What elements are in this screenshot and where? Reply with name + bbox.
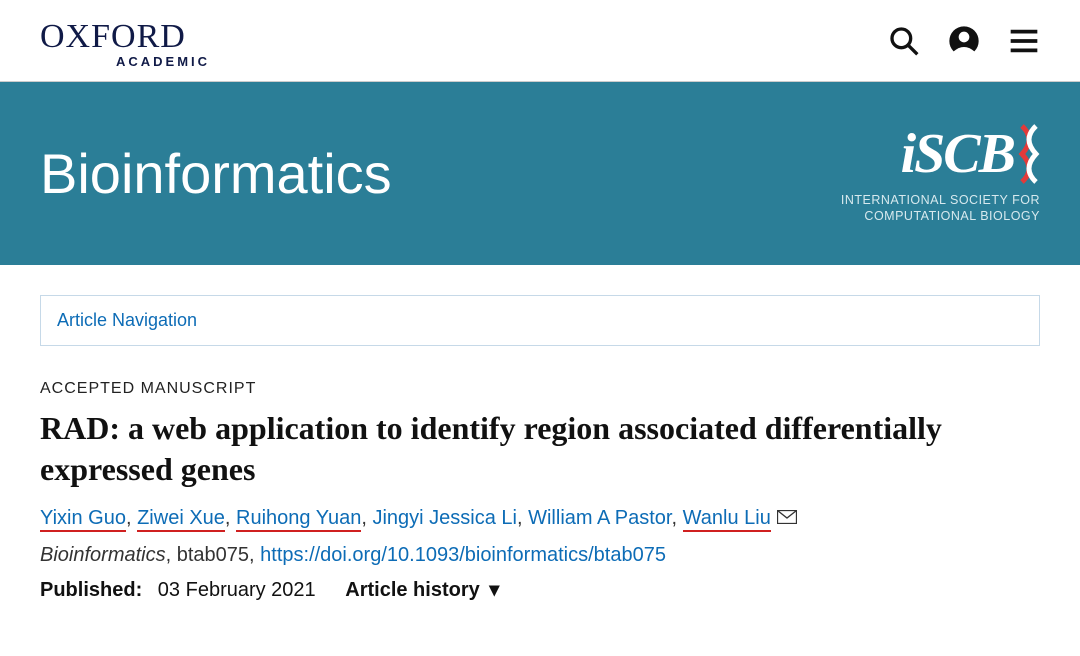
journal-title[interactable]: Bioinformatics (40, 141, 392, 206)
envelope-icon[interactable] (777, 507, 797, 530)
published-date: 03 February 2021 (158, 579, 316, 601)
publication-row: Published: 03 February 2021 Article hist… (40, 577, 1040, 602)
author-link[interactable]: Jingyi Jessica Li (372, 507, 517, 529)
author-list: Yixin Guo, Ziwei Xue, Ruihong Yuan, Jing… (40, 507, 1040, 530)
oxford-logo[interactable]: OXFORD ACADEMIC (40, 18, 210, 69)
society-name: INTERNATIONAL SOCIETY FOR COMPUTATIONAL … (841, 192, 1040, 225)
journal-banner: Bioinformatics iSCB INTERNATIONAL SOCIET… (0, 81, 1080, 265)
iscb-logo-text: iSCB (901, 122, 1014, 186)
search-icon[interactable] (888, 25, 920, 62)
top-bar: OXFORD ACADEMIC (0, 0, 1080, 81)
article-title: RAD: a web application to identify regio… (40, 408, 1040, 491)
doi-link[interactable]: https://doi.org/10.1093/bioinformatics/b… (260, 544, 666, 566)
account-icon[interactable] (948, 25, 980, 62)
article-id: btab075 (177, 544, 249, 566)
article-navigation-box[interactable]: Article Navigation (40, 295, 1040, 346)
citation-line: Bioinformatics, btab075, https://doi.org… (40, 544, 1040, 567)
author-link[interactable]: Ziwei Xue (137, 507, 225, 532)
top-icons (888, 25, 1040, 62)
brand-name: OXFORD (40, 18, 186, 56)
journal-name: Bioinformatics (40, 544, 166, 566)
author-link[interactable]: Yixin Guo (40, 507, 126, 532)
author-link[interactable]: Wanlu Liu (683, 507, 771, 532)
article-navigation-link[interactable]: Article Navigation (57, 310, 197, 330)
manuscript-status: ACCEPTED MANUSCRIPT (40, 380, 1040, 398)
chevron-down-icon: ▾ (489, 577, 499, 602)
menu-icon[interactable] (1008, 25, 1040, 62)
dna-helix-icon (1018, 124, 1040, 184)
published-label: Published: (40, 579, 142, 601)
article-history-toggle[interactable]: Article history ▾ (345, 579, 499, 601)
author-link[interactable]: Ruihong Yuan (236, 507, 361, 532)
author-link[interactable]: William A Pastor (528, 507, 671, 529)
brand-sub: ACADEMIC (116, 54, 210, 69)
article-content: Article Navigation ACCEPTED MANUSCRIPT R… (0, 265, 1080, 622)
society-logo-block[interactable]: iSCB INTERNATIONAL SOCIETY FOR COMPUTATI… (841, 122, 1040, 225)
